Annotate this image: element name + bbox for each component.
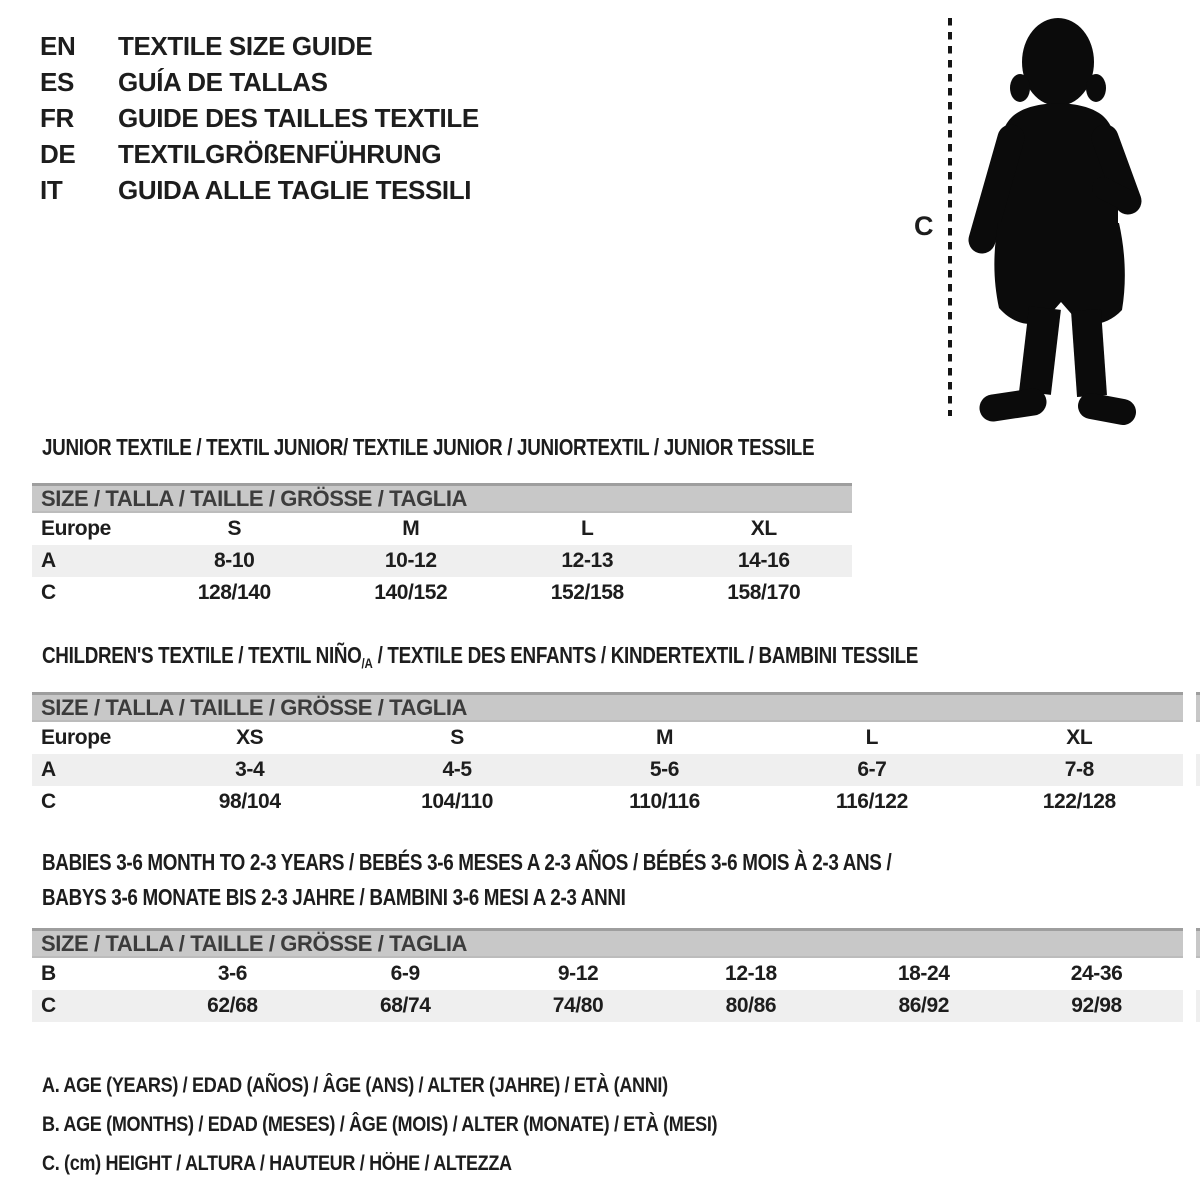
row-label: C	[41, 994, 56, 1017]
table-header-band: SIZE / TALLA / TAILLE / GRÖSSE / TAGLIA	[32, 928, 1183, 958]
table-cell: 68/74	[379, 994, 431, 1017]
table-cell: L	[865, 726, 879, 749]
table-row-europe: Europe XS S M L XL	[32, 722, 1183, 754]
row-label: Europe	[41, 517, 111, 540]
table-cell: 110/116	[629, 790, 700, 813]
table-cell: 10-12	[384, 549, 437, 572]
table-cell: M	[655, 726, 674, 749]
children-heading-before: CHILDREN'S TEXTILE / TEXTIL NIÑO	[42, 642, 362, 668]
height-measure-label: C	[914, 211, 934, 241]
language-title-block: EN TEXTILE SIZE GUIDE ES GUÍA DE TALLAS …	[40, 28, 479, 208]
table-cell: 7-8	[1064, 758, 1095, 781]
lang-code: ES	[40, 67, 74, 97]
table-cell: 24-36	[1070, 962, 1123, 985]
table-cell: 92/98	[1071, 994, 1122, 1017]
footnote-legend: A. AGE (YEARS) / EDAD (AÑOS) / ÂGE (ANS)…	[42, 1066, 827, 1183]
table-cell: 116/122	[835, 790, 908, 813]
lang-code: FR	[40, 103, 74, 133]
table-cell: 152/158	[550, 581, 625, 604]
junior-size-table: SIZE / TALLA / TAILLE / GRÖSSE / TAGLIA …	[32, 483, 852, 609]
lang-title: GUÍA DE TALLAS	[118, 67, 328, 97]
table-edge-fragment	[1196, 928, 1200, 958]
table-cell: 6-7	[857, 758, 887, 781]
table-cell: XS	[236, 726, 264, 749]
table-row-height: C 62/68 68/74 74/80 80/86 86/92 92/98	[32, 990, 1183, 1022]
children-heading-after: / TEXTILE DES ENFANTS / KINDERTEXTIL / B…	[372, 642, 919, 668]
table-cell: 3-4	[235, 758, 265, 781]
lang-title: TEXTILGRÖßENFÜHRUNG	[118, 139, 442, 169]
table-cell: 128/140	[197, 581, 272, 604]
babies-size-table: SIZE / TALLA / TAILLE / GRÖSSE / TAGLIA …	[32, 928, 1183, 1022]
table-row-height: C 98/104 104/110 110/116 116/122 122/128	[32, 786, 1183, 818]
table-cell: 86/92	[898, 994, 950, 1017]
table-cell: 3-6	[217, 962, 248, 985]
table-cell: 5-6	[649, 758, 680, 781]
table-cell: S	[450, 726, 464, 749]
table-cell: 158/170	[727, 581, 801, 604]
row-label: A	[41, 758, 56, 781]
table-header-band: SIZE / TALLA / TAILLE / GRÖSSE / TAGLIA	[32, 483, 852, 513]
table-cell: 8-10	[214, 549, 255, 572]
junior-section-heading: JUNIOR TEXTILE / TEXTIL JUNIOR/ TEXTILE …	[42, 434, 984, 461]
lang-code: EN	[40, 31, 76, 61]
babies-heading-line1: BABIES 3-6 MONTH TO 2-3 YEARS / BEBÉS 3-…	[42, 849, 892, 875]
babies-heading-line2: BABYS 3-6 MONATE BIS 2-3 JAHRE / BAMBINI…	[42, 884, 626, 910]
table-row-europe: Europe S M L XL	[32, 513, 852, 545]
table-cell: 104/110	[421, 790, 494, 813]
table-cell: S	[227, 517, 242, 540]
children-heading-subscript: /A	[361, 655, 373, 671]
row-label: C	[41, 790, 56, 813]
babies-section-heading: BABIES 3-6 MONTH TO 2-3 YEARS / BEBÉS 3-…	[42, 845, 1078, 915]
table-cell: L	[581, 517, 594, 540]
table-cell: 98/104	[218, 790, 281, 813]
table-row-height: C 128/140 140/152 152/158 158/170	[32, 577, 852, 609]
table-cell: 62/68	[207, 994, 258, 1017]
footnote-age-months: B. AGE (MONTHS) / EDAD (MESES) / ÂGE (MO…	[42, 1113, 718, 1136]
table-cell: 12-18	[725, 962, 777, 985]
baby-silhouette-figure	[948, 18, 1142, 425]
table-edge-fragment	[1196, 990, 1200, 1022]
lang-title: GUIDE DES TAILLES TEXTILE	[118, 103, 479, 133]
footnote-age-years: A. AGE (YEARS) / EDAD (AÑOS) / ÂGE (ANS)…	[42, 1074, 668, 1097]
table-cell: 14-16	[737, 549, 790, 572]
table-cell: 140/152	[374, 581, 448, 604]
row-label: Europe	[41, 726, 111, 749]
footnote-height-cm: C. (cm) HEIGHT / ALTURA / HAUTEUR / HÖHE…	[42, 1152, 512, 1175]
table-edge-fragment	[1196, 692, 1200, 722]
row-label: B	[41, 962, 56, 985]
table-cell: 4-5	[442, 758, 473, 781]
table-cell: XL	[1066, 726, 1093, 749]
lang-title: TEXTILE SIZE GUIDE	[118, 31, 373, 61]
table-cell: M	[402, 517, 420, 540]
table-cell: 9-12	[557, 962, 599, 985]
row-label: C	[41, 581, 56, 604]
table-cell: 18-24	[897, 962, 950, 985]
lang-title: GUIDA ALLE TAGLIE TESSILI	[118, 175, 472, 205]
table-cell: 6-9	[390, 962, 421, 985]
table-row-age: A 8-10 10-12 12-13 14-16	[32, 545, 852, 577]
table-cell: XL	[750, 517, 777, 540]
lang-code: IT	[40, 175, 63, 205]
table-row-age: A 3-4 4-5 5-6 6-7 7-8	[32, 754, 1183, 786]
table-row-months: B 3-6 6-9 9-12 12-18 18-24 24-36	[32, 958, 1183, 990]
table-cell: 12-13	[561, 549, 614, 572]
table-cell: 80/86	[725, 994, 777, 1017]
table-edge-fragment	[1196, 754, 1200, 786]
table-header-band: SIZE / TALLA / TAILLE / GRÖSSE / TAGLIA	[32, 692, 1183, 722]
children-size-table: SIZE / TALLA / TAILLE / GRÖSSE / TAGLIA …	[32, 692, 1183, 818]
lang-code: DE	[40, 139, 76, 169]
junior-heading-text: JUNIOR TEXTILE / TEXTIL JUNIOR/ TEXTILE …	[42, 434, 815, 460]
row-label: A	[41, 549, 56, 572]
children-section-heading: CHILDREN'S TEXTILE / TEXTIL NIÑO/A / TEX…	[42, 642, 1110, 671]
table-cell: 122/128	[1042, 790, 1117, 813]
table-cell: 74/80	[552, 994, 604, 1017]
baby-silhouette	[968, 18, 1142, 425]
